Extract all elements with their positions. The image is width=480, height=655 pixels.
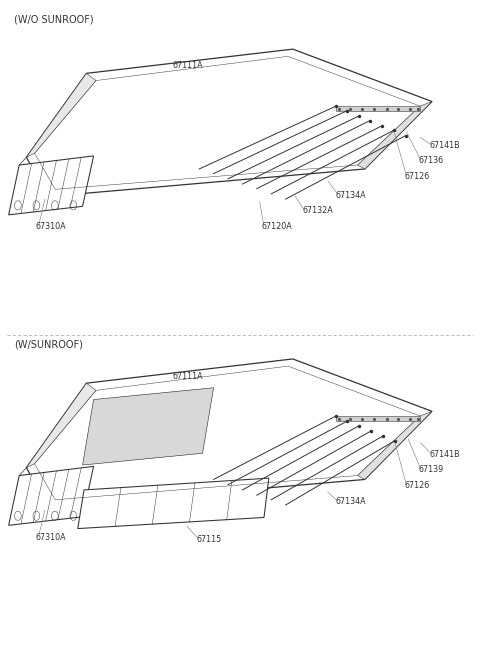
Polygon shape [26, 73, 96, 157]
Text: 67120A: 67120A [262, 222, 292, 231]
Text: (W/O SUNROOF): (W/O SUNROOF) [14, 14, 94, 24]
Text: 67132A: 67132A [302, 206, 333, 215]
Text: 67310A: 67310A [36, 222, 67, 231]
Text: 67134A: 67134A [336, 191, 367, 200]
Polygon shape [9, 156, 94, 215]
Polygon shape [26, 359, 432, 507]
Text: 67115: 67115 [197, 535, 222, 544]
Text: 67141B: 67141B [430, 141, 460, 150]
Text: 67134A: 67134A [336, 497, 367, 506]
Polygon shape [26, 383, 96, 468]
Text: 67136: 67136 [419, 156, 444, 165]
Polygon shape [358, 411, 432, 479]
Text: 67111A: 67111A [173, 61, 204, 70]
Text: 67126: 67126 [404, 172, 430, 181]
Polygon shape [358, 102, 432, 169]
Polygon shape [78, 478, 269, 529]
Polygon shape [336, 106, 420, 111]
Text: (W/SUNROOF): (W/SUNROOF) [14, 339, 83, 349]
Text: 67310A: 67310A [36, 533, 67, 542]
Polygon shape [336, 416, 420, 421]
Text: 67139: 67139 [419, 465, 444, 474]
Text: 67141B: 67141B [430, 450, 460, 459]
Polygon shape [26, 49, 432, 196]
Text: 67111A: 67111A [173, 372, 204, 381]
Text: 67126: 67126 [404, 481, 430, 490]
Polygon shape [83, 388, 214, 465]
Polygon shape [9, 466, 94, 525]
